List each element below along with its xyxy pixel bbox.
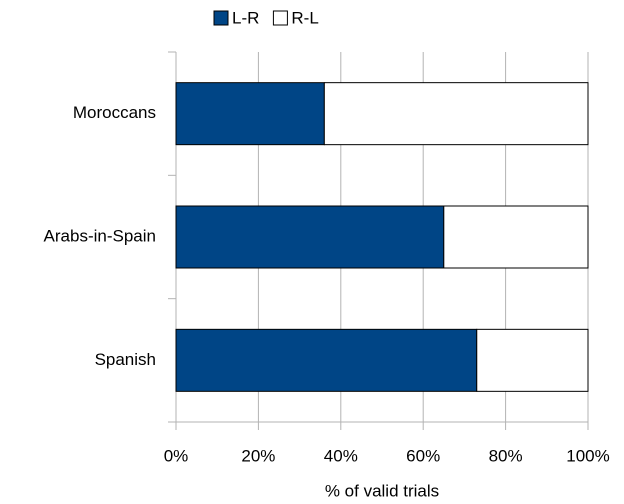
x-tick-label: 60% <box>406 446 440 465</box>
y-tick-label: Spanish <box>95 350 156 369</box>
bar-segment <box>175 205 445 269</box>
legend-label: R-L <box>291 8 318 27</box>
legend-label: L-R <box>232 8 259 27</box>
legend-swatch <box>272 10 288 26</box>
y-tick-label: Moroccans <box>73 103 156 122</box>
bar-segment <box>175 82 325 146</box>
x-tick-label: 100% <box>566 446 609 465</box>
y-tick-label: Arabs-in-Spain <box>44 226 156 245</box>
x-axis-label: % of valid trials <box>325 481 439 500</box>
legend-swatch <box>213 10 229 26</box>
x-tick-label: 80% <box>489 446 523 465</box>
x-tick-label: 20% <box>241 446 275 465</box>
bar-segment <box>476 328 589 392</box>
x-tick-label: 40% <box>324 446 358 465</box>
bar-segment <box>323 82 589 146</box>
bar-segment <box>175 328 478 392</box>
x-tick-label: 0% <box>164 446 189 465</box>
bar-segment <box>443 205 589 269</box>
